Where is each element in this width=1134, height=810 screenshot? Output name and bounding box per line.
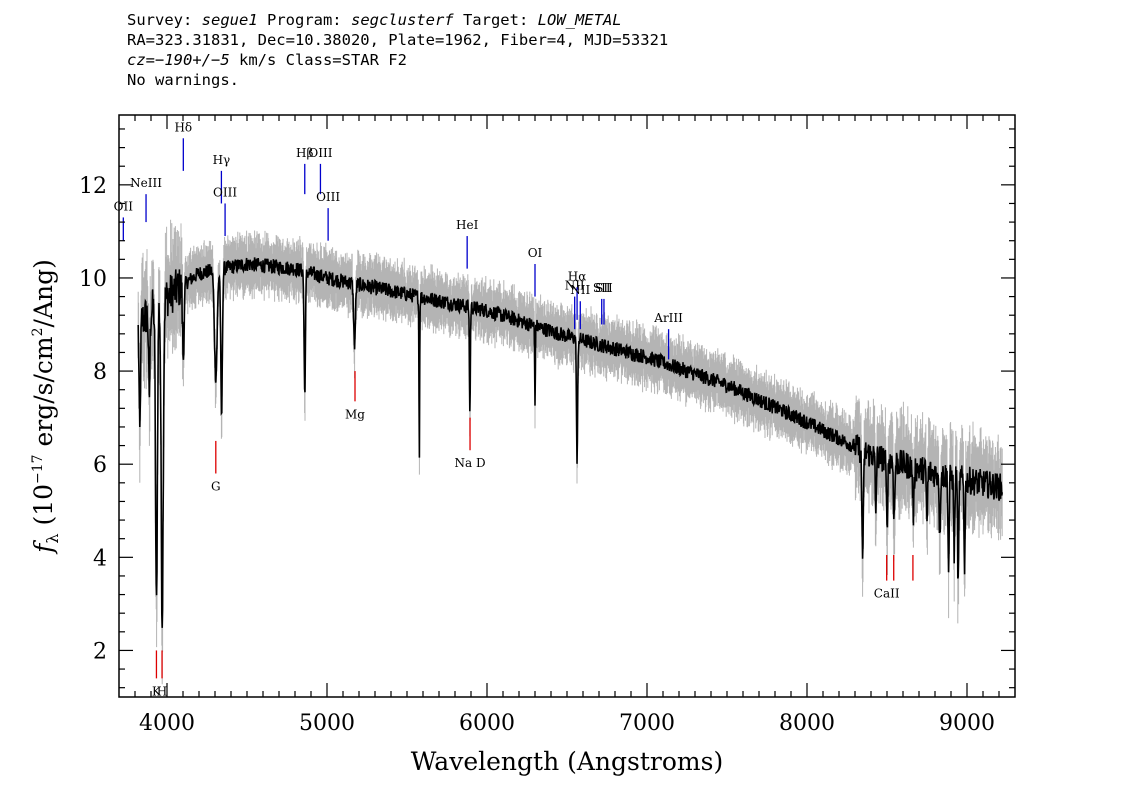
absorption-line-label: H — [157, 684, 167, 698]
absorption-line-label: K — [152, 684, 162, 698]
x-tick-label: 5000 — [299, 711, 355, 736]
y-tick-label: 6 — [93, 453, 107, 478]
x-tick-label: 8000 — [779, 711, 835, 736]
x-tick-label: 4000 — [139, 711, 195, 736]
emission-line-label: OIII — [316, 190, 340, 204]
emission-line-label: OIII — [308, 146, 332, 160]
emission-line-label: ArIII — [653, 311, 683, 325]
emission-line-label: Hδ — [174, 120, 192, 134]
header-line-survey: Survey: segue1 Program: segclusterf Targ… — [127, 11, 622, 29]
flux-line — [137, 257, 1003, 628]
y-tick-label: 2 — [93, 639, 107, 664]
plot-frame — [118, 114, 1016, 698]
emission-line-label: OI — [528, 246, 543, 260]
header-line-warnings: No warnings. — [127, 71, 239, 89]
emission-line-label: SII — [593, 281, 611, 295]
y-tick-label: 4 — [93, 546, 107, 571]
emission-line-label: NII — [565, 279, 585, 293]
x-tick-label: 9000 — [939, 711, 995, 736]
emission-line-label: NeIII — [130, 176, 162, 190]
absorption-line-label: Mg — [345, 407, 365, 421]
y-axis-label: fλ (10−17 erg/s/cm2/Ang) — [29, 259, 62, 555]
spectrum-header: Survey: segue1 Program: segclusterf Targ… — [127, 10, 668, 90]
y-tick-label: 10 — [79, 267, 107, 292]
emission-line-label: SII — [595, 281, 613, 295]
x-tick-label: 6000 — [459, 711, 515, 736]
emission-line-label: OIII — [213, 185, 237, 199]
emission-line-label: Hγ — [213, 153, 231, 167]
emission-line-label: OII — [114, 199, 134, 213]
x-axis-label: Wavelength (Angstroms) — [411, 747, 723, 776]
x-tick-label: 7000 — [619, 711, 675, 736]
emission-line-label: Hα — [568, 269, 587, 283]
y-tick-label: 8 — [93, 360, 107, 385]
emission-line-label: Hβ — [296, 146, 313, 160]
header-line-redshift: cz=−190+/−5 km/s Class=STAR F2 — [127, 51, 407, 69]
y-tick-label: 12 — [79, 174, 107, 199]
absorption-line-label: G — [211, 480, 221, 494]
absorption-line-label: Na D — [454, 456, 485, 470]
header-line-coords: RA=323.31831, Dec=10.38020, Plate=1962, … — [127, 31, 669, 49]
emission-line-label: NII — [570, 283, 590, 297]
emission-line-label: HeI — [456, 218, 479, 232]
absorption-line-label: CaII — [874, 587, 900, 601]
